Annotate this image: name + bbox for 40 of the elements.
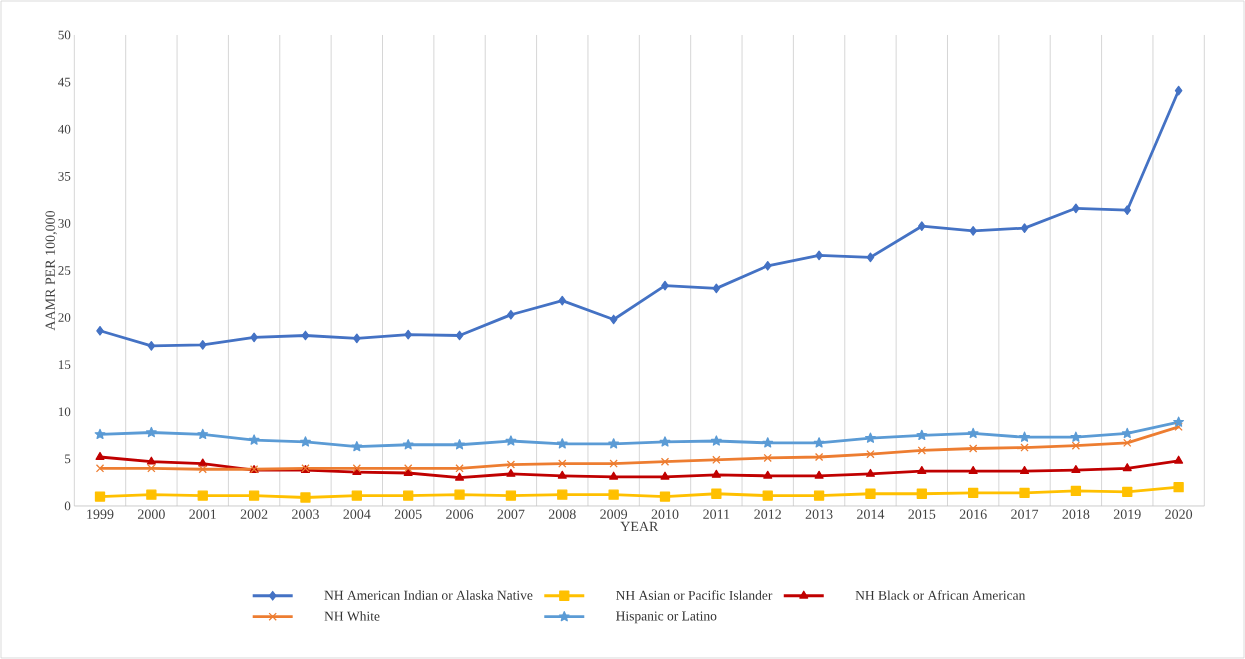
x-tick-label: 2005 bbox=[394, 509, 422, 519]
y-tick-label: 5 bbox=[65, 454, 71, 464]
x-tick-label: 2007 bbox=[497, 509, 525, 519]
legend-label: NH White bbox=[324, 611, 380, 621]
x-tick-label: 2018 bbox=[1062, 509, 1090, 519]
x-tick-label: 2003 bbox=[292, 509, 319, 519]
x-tick-label: 2016 bbox=[959, 509, 987, 519]
x-tick-label: 2002 bbox=[240, 509, 268, 519]
y-tick-label: 40 bbox=[58, 124, 71, 134]
y-tick-label: 30 bbox=[58, 219, 71, 228]
y-tick-label: 0 bbox=[64, 501, 71, 511]
y-tick-label: 10 bbox=[58, 407, 71, 417]
x-tick-label: 2010 bbox=[651, 509, 679, 519]
x-tick-label: 2015 bbox=[908, 509, 936, 519]
y-tick-label: 35 bbox=[58, 171, 71, 181]
x-tick-label: 2009 bbox=[600, 509, 628, 519]
x-tick-label: 2017 bbox=[1011, 509, 1039, 519]
x-tick-label: 2019 bbox=[1113, 509, 1141, 519]
y-tick-label: 50 bbox=[58, 30, 71, 40]
y-axis-title: AAMR PER 100,000 bbox=[45, 210, 57, 331]
y-tick-label: 15 bbox=[58, 360, 71, 370]
legend-label: NH Asian or Pacific Islander bbox=[616, 590, 773, 600]
y-tick-label: 20 bbox=[58, 313, 71, 322]
y-tick-label: 45 bbox=[58, 77, 71, 87]
legend-label: NH Black or African American bbox=[855, 590, 1026, 600]
x-tick-label: 1999 bbox=[87, 509, 114, 519]
x-tick-label: 2006 bbox=[446, 509, 474, 519]
x-tick-label: 2004 bbox=[343, 509, 371, 519]
x-tick-label: 2020 bbox=[1165, 509, 1193, 519]
x-tick-label: 2008 bbox=[548, 509, 576, 519]
x-tick-label: 2000 bbox=[137, 509, 165, 519]
legend-label: NH American Indian or Alaska Native bbox=[324, 590, 533, 600]
x-tick-label: 2012 bbox=[754, 509, 781, 519]
x-tick-label: 2011 bbox=[703, 509, 730, 519]
x-tick-label: 2014 bbox=[857, 509, 885, 519]
x-tick-label: 2001 bbox=[189, 509, 216, 519]
legend-label: Hispanic or Latino bbox=[616, 611, 717, 624]
x-axis-title: YEAR bbox=[620, 521, 659, 532]
y-tick-label: 25 bbox=[58, 266, 71, 275]
x-tick-label: 2013 bbox=[805, 509, 833, 519]
